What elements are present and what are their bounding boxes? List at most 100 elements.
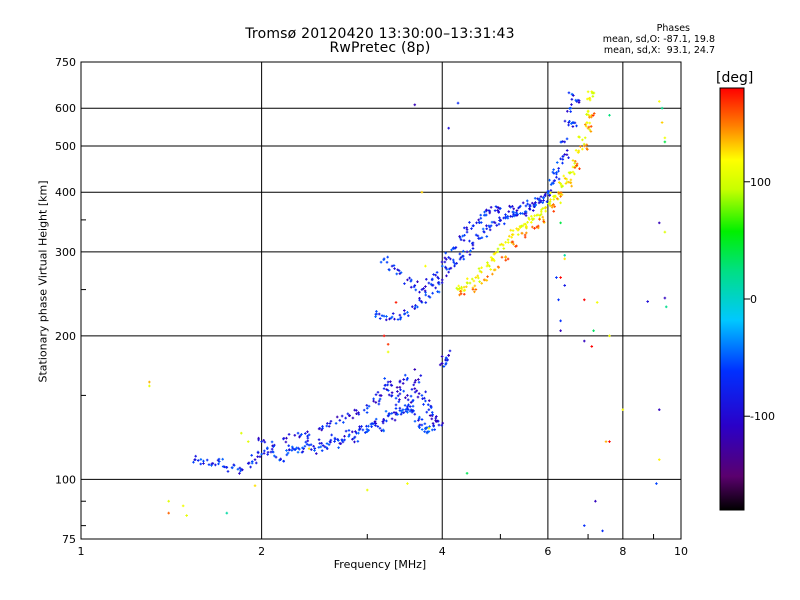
data-point [313, 447, 317, 450]
data-point [380, 314, 384, 317]
data-point [504, 215, 508, 219]
data-point [355, 412, 358, 416]
data-point [285, 436, 288, 440]
data-point [425, 278, 428, 281]
data-point [361, 428, 365, 432]
y-tick-label: 300 [55, 246, 76, 259]
data-point [534, 201, 537, 204]
data-point [503, 222, 506, 226]
data-point [298, 435, 301, 439]
data-point [403, 309, 406, 312]
data-point [478, 237, 482, 240]
data-points [148, 90, 668, 533]
data-point [581, 147, 584, 151]
data-point [426, 403, 430, 406]
data-point [485, 235, 489, 238]
data-point [326, 422, 329, 425]
data-point [474, 288, 478, 291]
data-point [418, 426, 421, 429]
data-point [398, 313, 402, 317]
data-point [333, 437, 337, 441]
data-point [385, 388, 389, 391]
data-point [413, 381, 417, 384]
data-point [542, 196, 545, 200]
plot-frame [80, 61, 682, 540]
data-point [397, 269, 401, 272]
data-point [398, 406, 402, 410]
data-point [548, 178, 551, 182]
data-point [262, 438, 266, 442]
data-point [390, 264, 394, 268]
data-point [372, 397, 375, 401]
series-scattered-noise-warm- [148, 100, 667, 517]
data-point [418, 423, 422, 427]
data-point [549, 191, 552, 195]
data-point [291, 446, 295, 450]
data-point [367, 428, 370, 432]
data-point [510, 215, 514, 218]
data-point [526, 202, 529, 206]
data-point [498, 243, 502, 247]
data-point [424, 264, 427, 268]
data-point [583, 144, 586, 148]
data-point [585, 147, 589, 150]
data-point [463, 233, 466, 237]
data-point [496, 209, 500, 212]
x-axis-label: Frequency [MHz] [333, 558, 427, 571]
data-point [568, 107, 571, 110]
data-point [485, 224, 488, 228]
data-point [479, 221, 483, 224]
data-point [273, 443, 276, 447]
data-point [411, 305, 414, 308]
data-point [541, 215, 545, 219]
data-point [379, 260, 383, 264]
data-point [285, 449, 288, 452]
data-point [476, 234, 480, 238]
data-point [402, 411, 405, 414]
data-point [440, 264, 444, 268]
data-point [341, 439, 344, 442]
data-point [527, 216, 531, 220]
data-point [360, 425, 363, 428]
data-point [336, 438, 340, 441]
data-point [400, 409, 403, 413]
data-point [238, 466, 242, 470]
data-point [317, 446, 321, 449]
data-point [524, 222, 527, 226]
data-point [425, 410, 429, 414]
data-point [539, 195, 543, 198]
data-point [465, 471, 469, 475]
data-point [440, 278, 444, 282]
data-point [262, 452, 266, 455]
data-point [240, 431, 243, 435]
data-point [660, 121, 664, 124]
data-point [420, 394, 424, 397]
data-point [334, 422, 338, 425]
data-point [474, 276, 478, 279]
data-point [376, 425, 380, 428]
data-point [530, 221, 533, 224]
data-point [497, 266, 501, 269]
data-point [377, 399, 381, 403]
data-point [471, 288, 475, 291]
series-f2-o-mode-echo-band [379, 98, 581, 294]
data-point [587, 125, 591, 129]
data-point [502, 216, 505, 220]
data-point [532, 205, 536, 209]
data-point [312, 444, 315, 448]
data-point [480, 270, 483, 274]
data-point [468, 281, 472, 285]
data-point [565, 177, 569, 181]
data-point [270, 440, 274, 444]
series-e-f1-o-mode-lower-echo-band [192, 403, 436, 475]
data-point [420, 300, 423, 303]
data-point [570, 92, 574, 96]
chart-subtitle: RwPretec (8p) [329, 40, 431, 56]
data-point [217, 462, 220, 466]
data-point [488, 264, 491, 268]
data-point [545, 200, 549, 203]
data-point [561, 154, 565, 158]
data-point [423, 430, 426, 433]
data-point [448, 267, 451, 271]
data-point [542, 199, 545, 202]
